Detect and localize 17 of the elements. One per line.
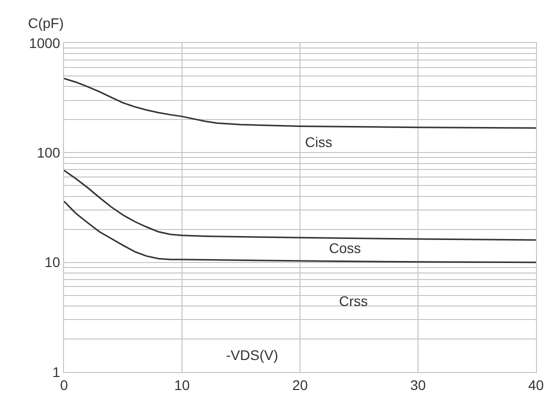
- y-tick-label: 1000: [29, 34, 60, 51]
- y-tick-label: 10: [44, 254, 60, 270]
- line-series: [64, 200, 536, 264]
- y-tick-label: 1: [52, 364, 60, 380]
- x-tick-label: 40: [528, 376, 544, 393]
- series-label: Coss: [329, 240, 361, 256]
- x-axis-title: -VDS(V): [226, 347, 278, 363]
- line-series: [64, 170, 536, 241]
- text: Crss: [339, 293, 368, 309]
- line-series: [64, 78, 536, 129]
- series-label: Ciss: [305, 134, 332, 150]
- x-tick-label: 30: [410, 376, 426, 393]
- x-tick-label: 20: [292, 376, 308, 393]
- x-tick-label: 10: [174, 376, 190, 393]
- x-tick-label: 0: [60, 376, 68, 393]
- y-axis-title: C(pF): [28, 15, 64, 31]
- y-tick-label: 100: [36, 144, 60, 161]
